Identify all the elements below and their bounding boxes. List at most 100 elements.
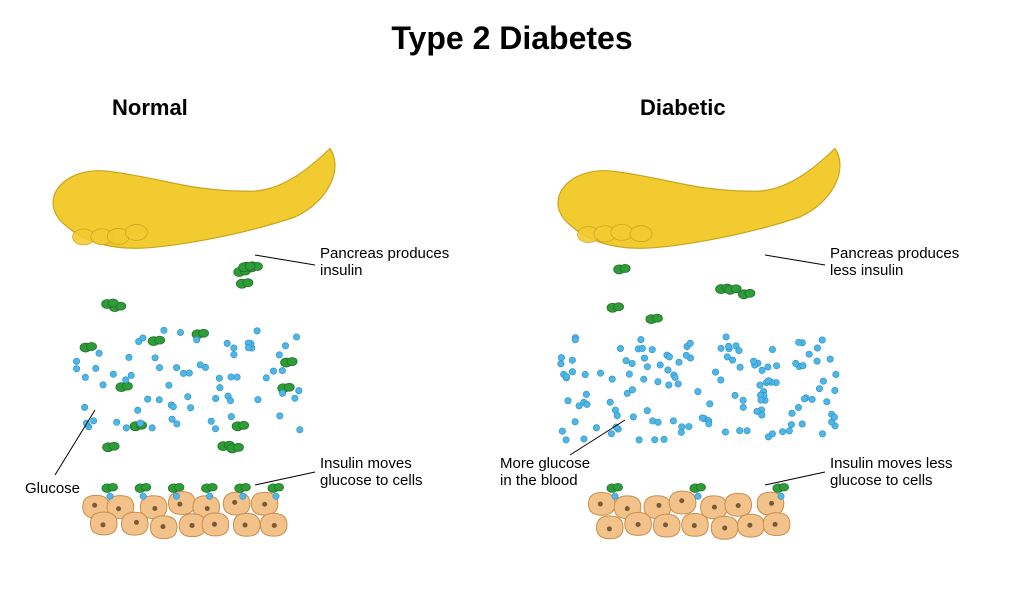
glucose-dot (686, 423, 692, 429)
glucose-dot (168, 402, 174, 408)
glucose-dot (180, 370, 186, 376)
glucose-dot (227, 397, 233, 403)
glucose-dot (187, 405, 193, 411)
glucose-dot (292, 395, 298, 401)
glucose-dot (759, 412, 765, 418)
glucose-dot (572, 335, 578, 341)
glucose-dot (788, 421, 794, 427)
glucose-dot (801, 396, 807, 402)
glucose-dot (758, 407, 764, 413)
glucose-dot (83, 420, 89, 426)
glucose-dot (82, 374, 88, 380)
glucose-dot (560, 371, 566, 377)
glucose-dot (608, 430, 614, 436)
glucose-dot (757, 382, 763, 388)
glucose-dot (666, 382, 672, 388)
glucose-dot (792, 360, 798, 366)
glucose-dot (765, 434, 771, 440)
glucose-dot (624, 390, 630, 396)
glucose-dot (581, 399, 587, 405)
glucose-dot (279, 390, 285, 396)
glucose-dot (639, 345, 645, 351)
glucose-dot (655, 419, 661, 425)
glucose-dot (733, 343, 739, 349)
glucose-dot (779, 429, 785, 435)
glucose-dot (705, 417, 711, 423)
glucose-dot (140, 335, 146, 341)
glucose-dot (718, 345, 724, 351)
glucose-dot (612, 407, 618, 413)
glucose-dot (695, 388, 701, 394)
insulin-icon (236, 279, 253, 289)
glucose-dot (569, 357, 575, 363)
glucose-dot (279, 367, 285, 373)
glucose-dot (613, 424, 619, 430)
cap_d_glucose: More glucose in the blood (500, 455, 590, 490)
leader-line (255, 255, 315, 265)
glucose-dot (156, 364, 162, 370)
glucose-dot (786, 428, 792, 434)
glucose-dot (630, 414, 636, 420)
glucose-dot (799, 340, 805, 346)
glucose-dot (240, 493, 246, 499)
glucose-dot (765, 378, 771, 384)
glucose-dot (803, 395, 809, 401)
cap_n_pancreas: Pancreas produces insulin (320, 245, 449, 280)
glucose-dot (750, 358, 756, 364)
glucose-dot (612, 493, 618, 499)
glucose-dot (583, 391, 589, 397)
glucose-dot (149, 425, 155, 431)
glucose-dot (128, 372, 134, 378)
panel-title-normal: Normal (112, 95, 188, 121)
glucose-dot (729, 357, 735, 363)
glucose-dot (758, 397, 764, 403)
glucose-dot (161, 327, 167, 333)
insulin-icon (281, 358, 298, 368)
insulin-icon (135, 483, 151, 492)
glucose-dot (193, 337, 199, 343)
insulin-icon (646, 314, 663, 324)
glucose-dot (249, 345, 255, 351)
glucose-dot (277, 413, 283, 419)
glucose-dot (740, 404, 746, 410)
leader-line (55, 410, 95, 475)
glucose-dot (563, 375, 569, 381)
diagram-svg (0, 0, 1024, 598)
insulin-icon (716, 284, 733, 294)
glucose-dot (593, 425, 599, 431)
glucose-dot (166, 382, 172, 388)
glucose-dot (773, 363, 779, 369)
cap_d_cells: Insulin moves less glucose to cells (830, 455, 953, 490)
glucose-dot (90, 418, 96, 424)
glucose-dot (664, 352, 670, 358)
glucose-dot (81, 404, 87, 410)
glucose-dot (769, 431, 775, 437)
glucose-dot (614, 412, 620, 418)
glucose-dot (185, 394, 191, 400)
glucose-dot (819, 337, 825, 343)
glucose-dot (799, 421, 805, 427)
glucose-dot (638, 336, 644, 342)
glucose-dot (607, 399, 613, 405)
glucose-dot (759, 367, 765, 373)
glucose-dot (736, 427, 742, 433)
glucose-dot (584, 401, 590, 407)
glucose-dot (276, 352, 282, 358)
glucose-dot (661, 436, 667, 442)
glucose-dot (197, 362, 203, 368)
insulin-icon (725, 285, 742, 295)
glucose-dot (255, 396, 261, 402)
glucose-dot (675, 381, 681, 387)
glucose-dot (231, 352, 237, 358)
glucose-dot (652, 436, 658, 442)
pancreas-icon (53, 149, 335, 249)
glucose-dot (270, 368, 276, 374)
insulin-icon (241, 262, 257, 272)
glucose-dot (665, 367, 671, 373)
glucose-dot (671, 372, 677, 378)
insulin-icon (109, 302, 126, 312)
glucose-dot (626, 371, 632, 377)
glucose-dot (208, 418, 214, 424)
glucose-dot (760, 388, 766, 394)
glucose-dot (722, 429, 728, 435)
